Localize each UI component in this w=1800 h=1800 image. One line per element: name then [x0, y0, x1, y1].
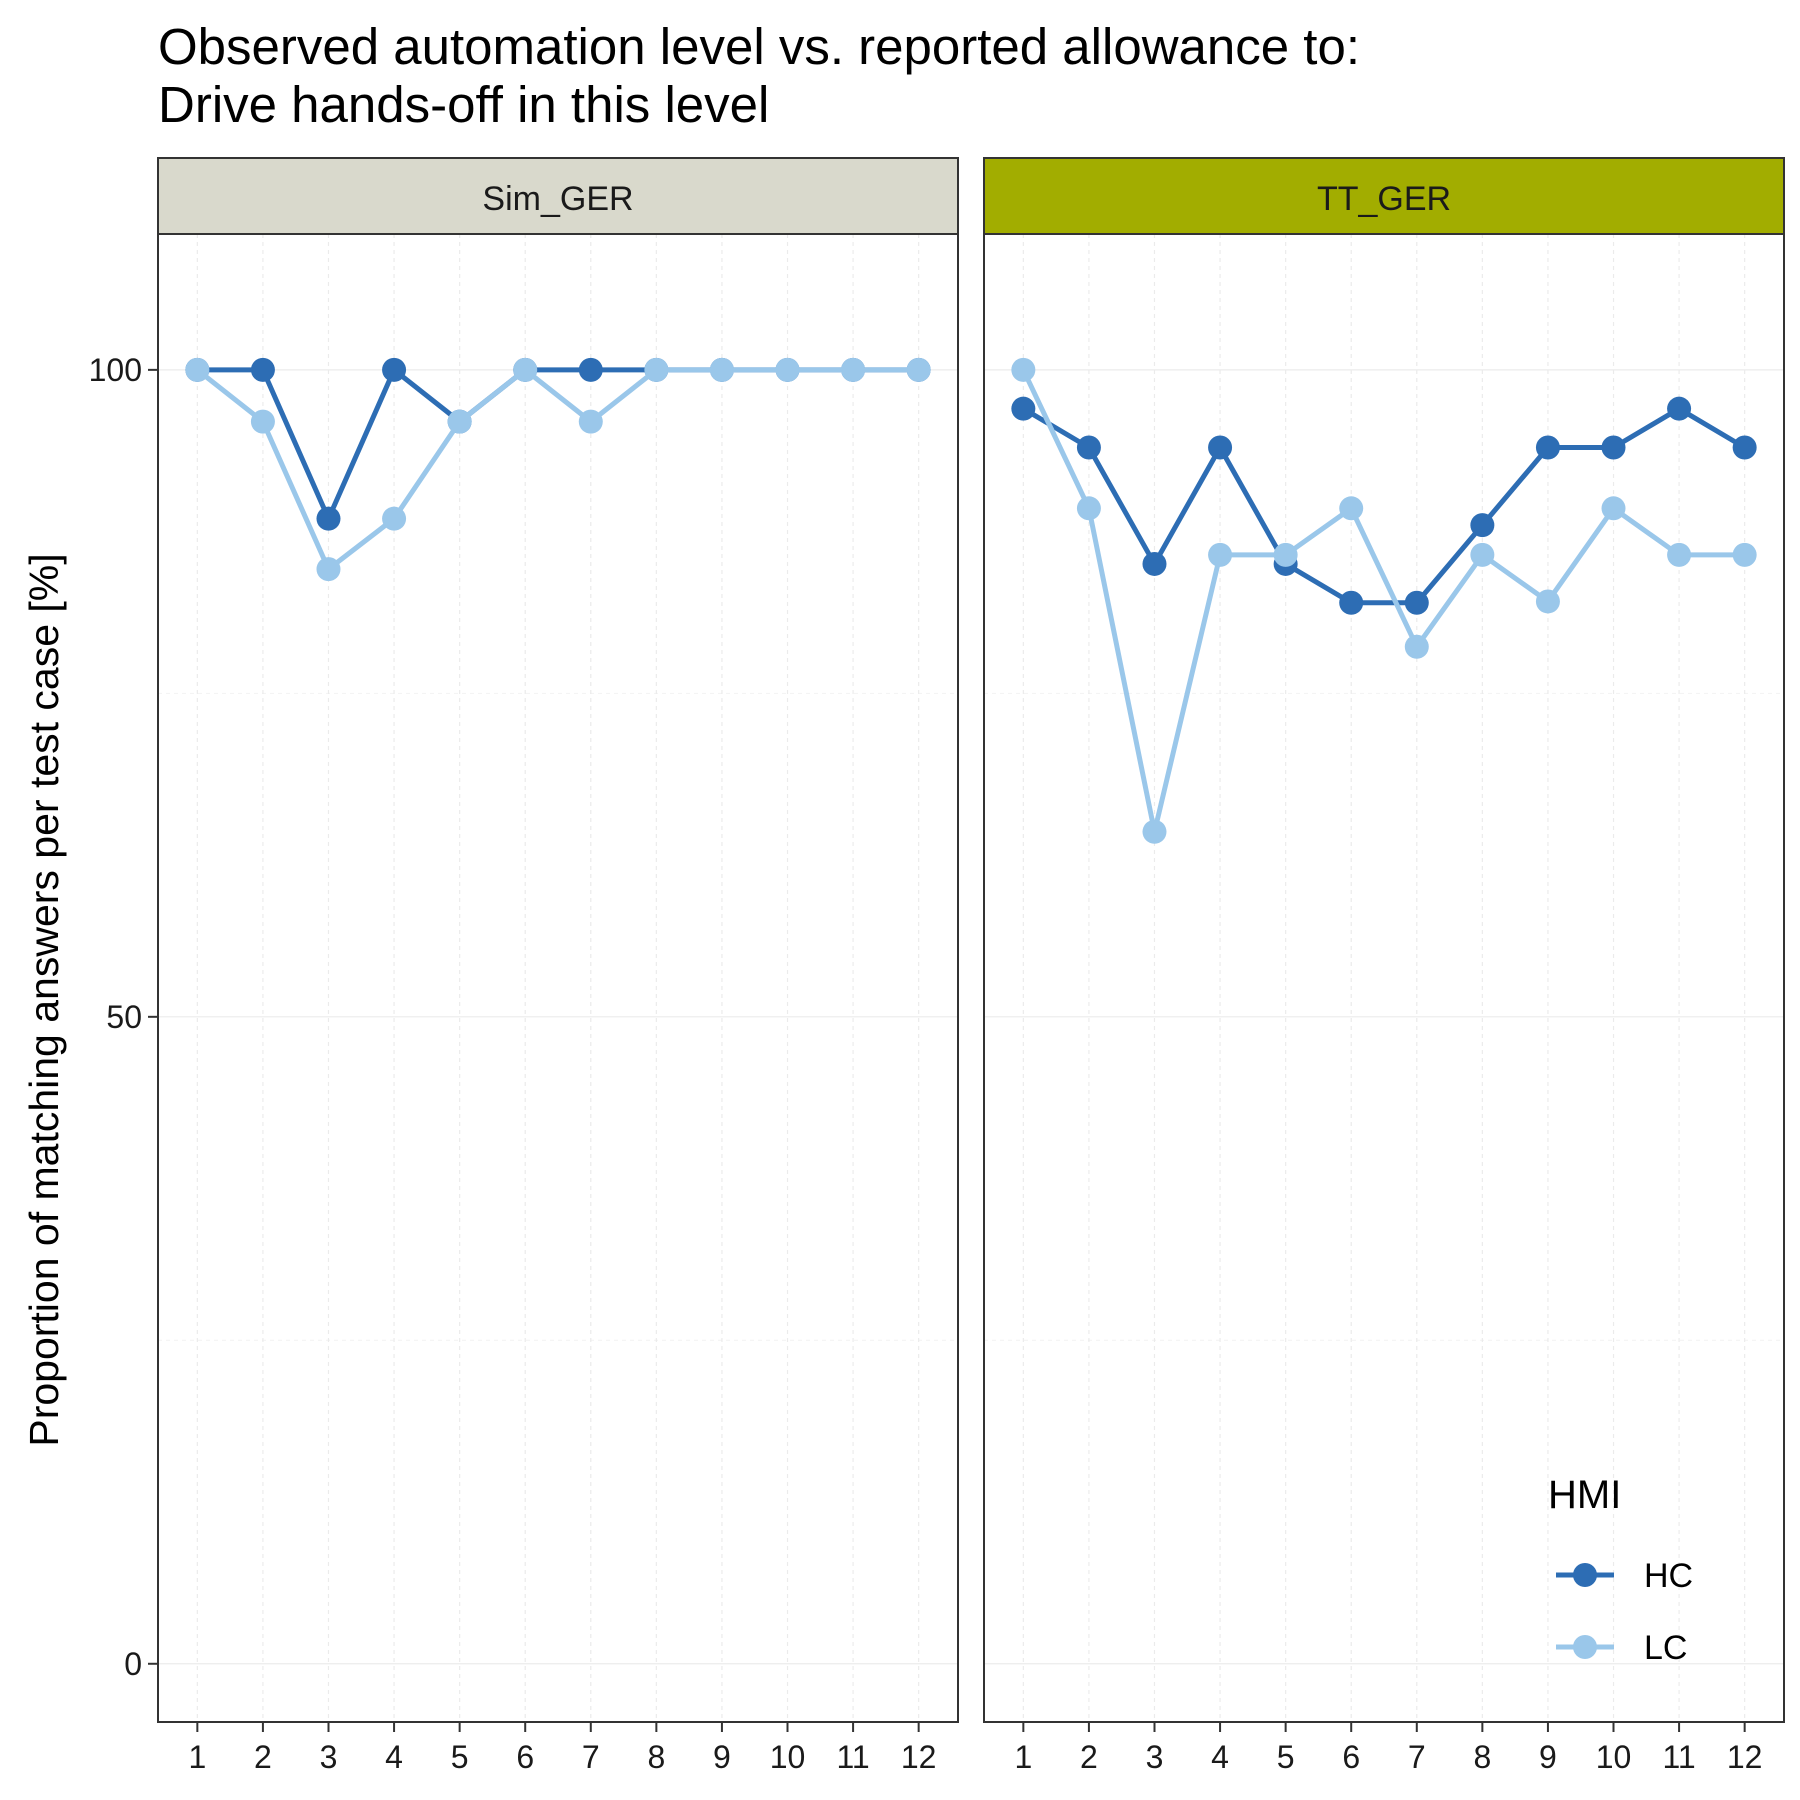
data-point-lc: [1667, 542, 1692, 567]
x-tick-label: 10: [770, 1739, 806, 1775]
panel-strip: [983, 157, 1785, 235]
data-point-lc: [841, 357, 866, 382]
legend: HMI HC LC: [1548, 1473, 1693, 1667]
data-point-lc: [775, 357, 800, 382]
x-tick-label: 2: [254, 1739, 272, 1775]
data-point-hc: [1404, 590, 1429, 615]
data-point-lc: [1273, 542, 1298, 567]
legend-label: HC: [1644, 1557, 1693, 1595]
data-point-hc: [1601, 435, 1626, 460]
data-point-hc: [1667, 396, 1692, 421]
data-point-hc: [1732, 435, 1757, 460]
data-point-lc: [709, 357, 734, 382]
data-point-hc: [1535, 435, 1560, 460]
data-point-lc: [1470, 542, 1495, 567]
data-point-lc: [578, 409, 603, 434]
data-point-lc: [1142, 819, 1167, 844]
data-point-lc: [1076, 496, 1101, 521]
data-point-lc: [906, 357, 931, 382]
x-tick-label: 8: [1473, 1739, 1491, 1775]
x-tick-label: 6: [516, 1739, 534, 1775]
data-point-lc: [316, 557, 341, 582]
x-tick-label: 1: [1014, 1739, 1032, 1775]
series-lc: [1011, 357, 1757, 844]
panel-border: [157, 233, 959, 1723]
data-point-hc: [1470, 513, 1495, 538]
x-tick-label: 10: [1596, 1739, 1632, 1775]
x-tick-label: 1: [188, 1739, 206, 1775]
panel-strip-label: Sim_GER: [482, 180, 633, 218]
panel-strip: [157, 157, 959, 235]
data-point-hc: [1339, 590, 1364, 615]
legend-title: HMI: [1548, 1473, 1621, 1517]
x-tick-label: 6: [1342, 1739, 1360, 1775]
series-line-lc: [1021, 368, 1745, 835]
legend-key-marker: [1573, 1635, 1597, 1659]
data-point-lc: [382, 506, 407, 531]
data-point-hc: [250, 357, 275, 382]
x-tick-label: 12: [1727, 1739, 1763, 1775]
data-point-hc: [1142, 551, 1167, 576]
x-tick-label: 5: [451, 1739, 469, 1775]
data-point-lc: [1208, 542, 1233, 567]
panel-border: [983, 233, 1785, 1723]
panel-strip-label: TT_GER: [1317, 180, 1451, 218]
x-tick-label: 3: [320, 1739, 338, 1775]
legend-key-marker: [1573, 1563, 1597, 1587]
data-point-hc: [382, 357, 407, 382]
data-point-lc: [1732, 542, 1757, 567]
y-tick-label: 50: [106, 999, 142, 1035]
x-tick-label: 4: [385, 1739, 403, 1775]
y-tick-label: 0: [124, 1646, 142, 1682]
series-lc: [185, 357, 931, 582]
x-tick-label: 3: [1146, 1739, 1164, 1775]
x-tick-label: 11: [836, 1739, 869, 1775]
x-tick-label: 7: [582, 1739, 600, 1775]
x-tick-label: 4: [1211, 1739, 1229, 1775]
series-hc: [1011, 396, 1757, 615]
data-point-lc: [1339, 496, 1364, 521]
y-tick-label: 100: [89, 352, 142, 388]
panel-background: [984, 234, 1784, 1722]
x-tick-label: 7: [1408, 1739, 1426, 1775]
legend-entry-lc: LC: [1556, 1629, 1687, 1667]
x-tick-label: 9: [713, 1739, 731, 1775]
x-tick-label: 12: [901, 1739, 937, 1775]
data-point-hc: [1208, 435, 1233, 460]
data-point-hc: [1011, 396, 1036, 421]
x-tick-label: 9: [1539, 1739, 1557, 1775]
data-point-lc: [1011, 357, 1036, 382]
data-point-lc: [513, 357, 538, 382]
legend-entry-hc: HC: [1556, 1557, 1693, 1595]
y-axis-title: Proportion of matching answers per test …: [21, 553, 67, 1446]
data-point-lc: [447, 409, 472, 434]
data-point-lc: [185, 357, 210, 382]
chart-title-line-2: Drive hands-off in this level: [158, 76, 769, 133]
legend-label: LC: [1644, 1629, 1687, 1667]
data-point-hc: [1076, 435, 1101, 460]
x-tick-label: 8: [647, 1739, 665, 1775]
x-tick-label: 11: [1662, 1739, 1695, 1775]
x-tick-label: 5: [1277, 1739, 1295, 1775]
data-point-lc: [644, 357, 669, 382]
chart-title-line-1: Observed automation level vs. reported a…: [158, 18, 1360, 75]
data-point-lc: [1535, 589, 1560, 614]
x-tick-label: 2: [1080, 1739, 1098, 1775]
data-point-hc: [316, 506, 341, 531]
data-point-lc: [1404, 634, 1429, 659]
data-point-hc: [578, 357, 603, 382]
data-point-lc: [1601, 496, 1626, 521]
series-line-hc: [1022, 406, 1746, 606]
data-point-lc: [250, 409, 275, 434]
